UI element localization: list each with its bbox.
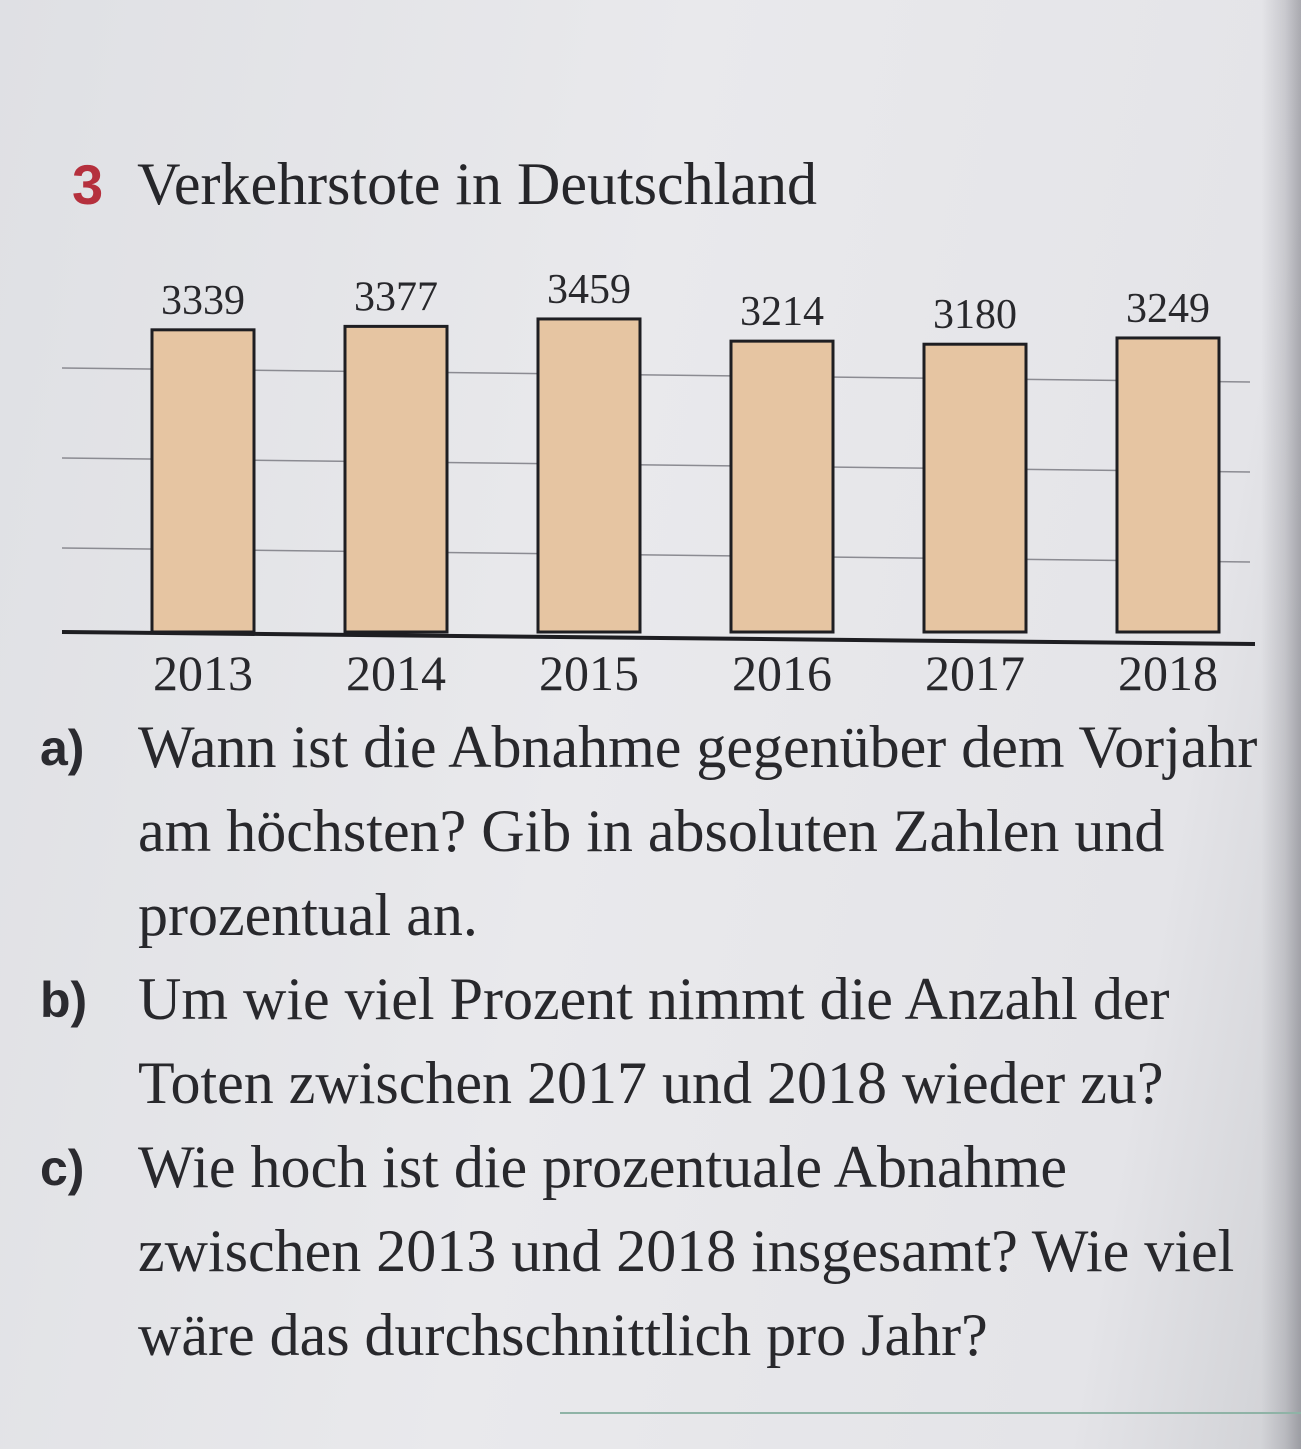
bottom-rule [560,1412,1301,1414]
exercise-heading: 3 Verkehrstote in Deutschland [72,150,817,230]
task-c-text: Wie hoch ist die prozentuale Abnahme zwi… [138,1134,1235,1368]
bar-2018 [1115,336,1221,634]
x-axis-baseline [61,630,1256,646]
x-tick-label-2013: 2013 [153,645,253,701]
bar-2017 [922,342,1028,634]
data-label-2014: 3377 [354,274,438,320]
exercise-title: Verkehrstote in Deutschland [137,151,817,217]
task-a: a) Wann ist die Abnahme gegenüber dem Vo… [40,705,1280,957]
data-label-2017: 3180 [933,292,1017,338]
data-label-2013: 3339 [161,278,245,324]
data-label-2018: 3249 [1126,286,1210,332]
bar-2016 [729,339,835,634]
task-a-text: Wann ist die Abnahme gegenüber dem Vorja… [138,714,1258,948]
data-label-2015: 3459 [547,267,631,313]
bar-2014 [343,324,449,634]
grid-line [61,547,1251,563]
x-tick-label-2015: 2015 [539,645,639,701]
x-tick-label-2017: 2017 [925,645,1025,701]
x-tick-label-2018: 2018 [1118,645,1218,701]
data-label-2016: 3214 [740,289,824,335]
task-a-label: a) [40,720,85,776]
task-c: c) Wie hoch ist die prozentuale Abnahme … [40,1125,1280,1377]
grid-line [61,367,1251,383]
task-c-label: c) [40,1140,85,1196]
task-b: b) Um wie viel Prozent nimmt die Anzahl … [40,957,1280,1125]
task-list: a) Wann ist die Abnahme gegenüber dem Vo… [40,705,1280,1377]
exercise-number: 3 [72,153,104,216]
x-tick-label-2016: 2016 [732,645,832,701]
x-tick-label-2014: 2014 [346,645,446,701]
page-edge-shadow [1261,0,1301,1449]
task-b-label: b) [40,972,88,1028]
grid-line [61,457,1251,473]
bar-2015 [536,317,642,634]
bar-chart: 3339 2013 3377 2014 3459 2015 3214 2016 3180 2017… [61,267,1256,701]
task-b-text: Um wie viel Prozent nimmt die Anzahl der… [138,966,1170,1116]
bar-2013 [150,328,256,634]
